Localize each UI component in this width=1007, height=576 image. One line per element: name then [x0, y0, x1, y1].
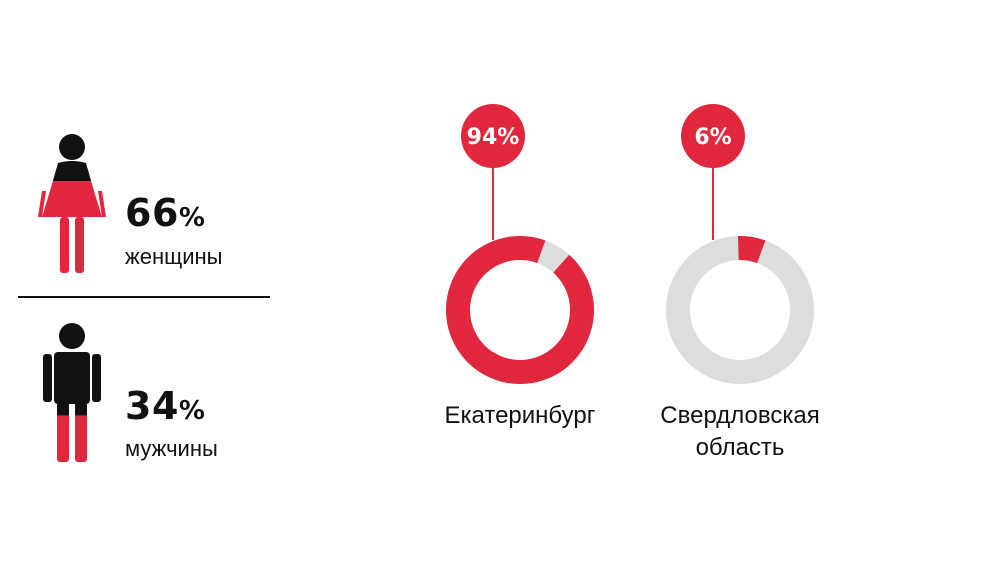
city-name-line: область [695, 434, 785, 461]
men-percent: 34% [125, 384, 206, 428]
women-stat: 66% женщины [0, 125, 300, 275]
value-bubble [681, 104, 745, 168]
figure-red-part [57, 415, 87, 462]
donut-value-slice [445, 236, 594, 384]
donut-value-slice [738, 236, 766, 264]
man-figure-icon [43, 323, 101, 462]
city-label-ekaterinburg: Екатеринбург [420, 400, 620, 432]
donut-ekaterinburg: 94% Екатеринбург [420, 100, 620, 470]
donut-chart-sverdlovsk: 6% [665, 104, 814, 385]
men-label: мужчины [125, 436, 218, 461]
figure-dark-part [52, 134, 92, 182]
value-bubble [461, 104, 525, 168]
figure-dark-part [43, 323, 101, 416]
women-label: женщины [125, 244, 223, 269]
figure-red-part [38, 181, 106, 273]
donut-chart-ekaterinburg: 94% [445, 104, 594, 385]
woman-figure-icon [38, 134, 106, 273]
divider [18, 296, 270, 298]
women-percent: 66% [125, 191, 206, 235]
value-bubble-label: 6% [694, 125, 731, 150]
men-stat: 34% мужчины [0, 318, 300, 468]
city-name-line: Свердловская [660, 402, 820, 429]
city-name-line: Екатеринбург [444, 402, 596, 429]
donut-remainder-slice [665, 236, 814, 385]
city-label-sverdlovsk: Свердловская область [640, 400, 840, 464]
value-bubble-label: 94% [467, 125, 520, 150]
donut-sverdlovsk: 6% Свердловская область [640, 100, 840, 470]
